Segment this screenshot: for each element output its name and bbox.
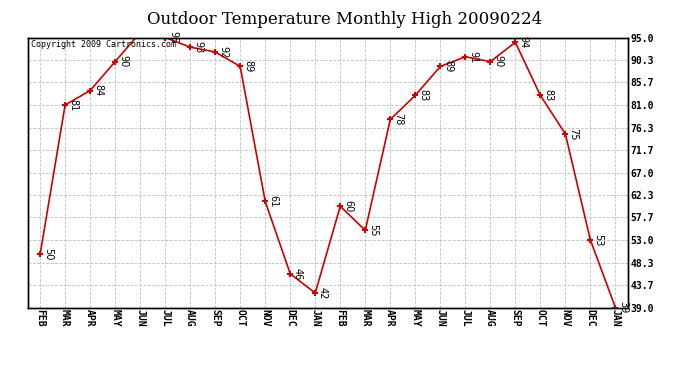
Text: Copyright 2009 Cartronics.com: Copyright 2009 Cartronics.com <box>30 40 175 49</box>
Text: 39: 39 <box>618 302 628 313</box>
Text: 93: 93 <box>193 41 203 53</box>
Text: 50: 50 <box>43 248 53 261</box>
Text: 61: 61 <box>268 195 278 207</box>
Text: 95: 95 <box>168 32 178 44</box>
Text: 55: 55 <box>368 224 378 237</box>
Text: 89: 89 <box>243 60 253 72</box>
Text: 84: 84 <box>93 84 103 97</box>
Text: 92: 92 <box>218 46 228 58</box>
Text: 89: 89 <box>443 60 453 72</box>
Text: 75: 75 <box>568 128 578 140</box>
Text: 90: 90 <box>118 56 128 68</box>
Text: 78: 78 <box>393 113 403 126</box>
Text: 96: 96 <box>0 374 1 375</box>
Text: 83: 83 <box>543 89 553 102</box>
Text: 81: 81 <box>68 99 78 111</box>
Text: 42: 42 <box>318 287 328 299</box>
Text: 46: 46 <box>293 268 303 280</box>
Text: 94: 94 <box>518 36 528 48</box>
Text: 91: 91 <box>468 51 478 63</box>
Text: 53: 53 <box>593 234 603 246</box>
Text: Outdoor Temperature Monthly High 20090224: Outdoor Temperature Monthly High 2009022… <box>148 11 542 28</box>
Text: 90: 90 <box>493 56 503 68</box>
Text: 60: 60 <box>343 200 353 212</box>
Text: 83: 83 <box>418 89 428 102</box>
